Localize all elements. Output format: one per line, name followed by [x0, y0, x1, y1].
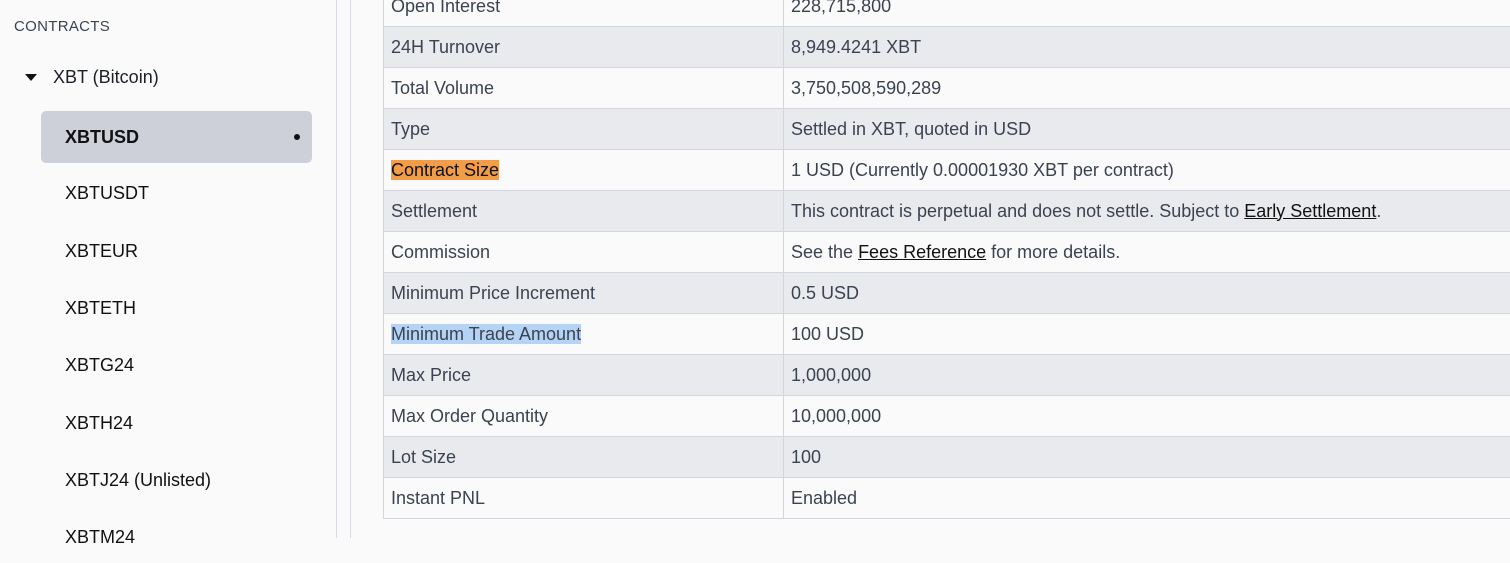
row-key-highlighted: Contract Size: [391, 160, 499, 180]
contracts-heading: CONTRACTS: [14, 18, 110, 35]
row-key: Total Volume: [384, 68, 784, 109]
caret-down-icon: [25, 74, 37, 81]
group-label: XBT (Bitcoin): [53, 67, 159, 88]
row-value: Enabled: [784, 478, 1510, 519]
item-label: XBTG24: [65, 355, 134, 376]
row-key: Instant PNL: [384, 478, 784, 519]
sidebar-item-xbteth[interactable]: XBTETH: [41, 282, 312, 334]
sidebar-item-xbth24[interactable]: XBTH24: [41, 397, 312, 449]
value-text: This contract is perpetual and does not …: [791, 201, 1244, 221]
row-key: Commission: [384, 232, 784, 273]
table-row: Contract Size 1 USD (Currently 0.00001930…: [384, 150, 1510, 191]
sidebar-item-xbtg24[interactable]: XBTG24: [41, 339, 312, 391]
row-value: 8,949.4241 XBT: [784, 27, 1510, 68]
sidebar-item-xbtj24[interactable]: XBTJ24 (Unlisted): [41, 454, 312, 506]
row-key-selected: Minimum Trade Amount: [391, 324, 581, 344]
row-value: 1 USD (Currently 0.00001930 XBT per cont…: [784, 150, 1510, 191]
row-value: 228,715,800: [784, 0, 1510, 27]
item-label: XBTH24: [65, 413, 133, 434]
item-label: XBTETH: [65, 298, 136, 319]
value-text: .: [1376, 201, 1381, 221]
early-settlement-link[interactable]: Early Settlement: [1244, 201, 1376, 221]
sidebar: CONTRACTS XBT (Bitcoin) XBTUSD XBTUSDT X…: [0, 0, 337, 538]
item-label: XBTUSD: [65, 127, 139, 148]
row-value-cell: This contract is perpetual and does not …: [784, 191, 1510, 232]
item-label: XBTM24: [65, 527, 135, 548]
sidebar-item-xbtm24[interactable]: XBTM24: [41, 511, 312, 563]
row-key: 24H Turnover: [384, 27, 784, 68]
row-value-cell: See the Fees Reference for more details.: [784, 232, 1510, 273]
row-key: Type: [384, 109, 784, 150]
row-key-cell: Contract Size: [384, 150, 784, 191]
item-label: XBTJ24 (Unlisted): [65, 470, 211, 491]
table-row: Minimum Trade Amount 100 USD: [384, 314, 1510, 355]
row-value: 100: [784, 437, 1510, 478]
row-value: 1,000,000: [784, 355, 1510, 396]
row-value: 100 USD: [784, 314, 1510, 355]
item-label: XBTUSDT: [65, 183, 149, 204]
row-key: Max Order Quantity: [384, 396, 784, 437]
active-dot-icon: [294, 134, 300, 140]
sidebar-item-xbtusd[interactable]: XBTUSD: [41, 111, 312, 163]
row-key: Open Interest: [384, 0, 784, 27]
row-value: Settled in XBT, quoted in USD: [784, 109, 1510, 150]
item-label: XBTEUR: [65, 241, 138, 262]
row-key: Lot Size: [384, 437, 784, 478]
row-key: Max Price: [384, 355, 784, 396]
sidebar-item-xbteur[interactable]: XBTEUR: [41, 225, 312, 277]
sidebar-item-xbtusdt[interactable]: XBTUSDT: [41, 167, 312, 219]
value-text: for more details.: [986, 242, 1120, 262]
fees-reference-link[interactable]: Fees Reference: [858, 242, 986, 262]
row-value: 3,750,508,590,289: [784, 68, 1510, 109]
value-text: See the: [791, 242, 858, 262]
table-row: Settlement This contract is perpetual and…: [384, 191, 1510, 232]
divider: [350, 0, 351, 538]
row-key-cell: Minimum Trade Amount: [384, 314, 784, 355]
row-value: 10,000,000: [784, 396, 1510, 437]
row-value: 0.5 USD: [784, 273, 1510, 314]
group-xbt-toggle[interactable]: XBT (Bitcoin): [25, 67, 159, 88]
row-key: Minimum Price Increment: [384, 273, 784, 314]
row-key: Settlement: [384, 191, 784, 232]
